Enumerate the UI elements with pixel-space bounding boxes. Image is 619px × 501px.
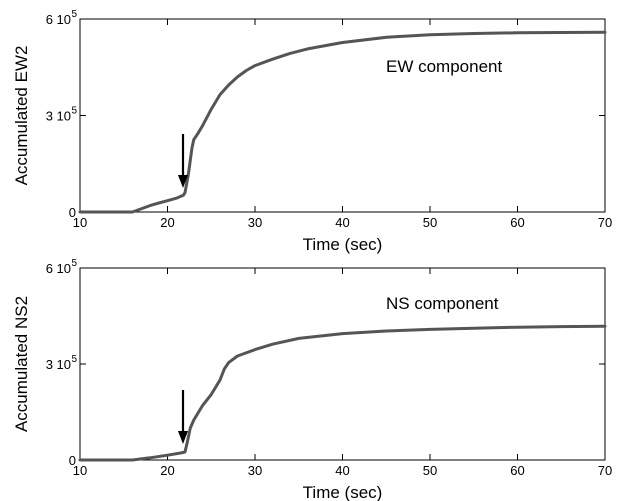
x-tick-label: 70: [598, 463, 612, 478]
x-tick-label: 50: [423, 463, 437, 478]
onset-arrow-head: [178, 175, 188, 188]
x-tick-label: 30: [248, 215, 262, 230]
onset-arrow-head: [178, 431, 188, 444]
x-axis-label: Time (sec): [303, 483, 383, 501]
y-tick-label: 0: [69, 453, 76, 468]
x-tick-label: 60: [510, 463, 524, 478]
y-tick-base: 3 10: [46, 109, 71, 124]
plot-frame: [79, 267, 606, 461]
y-tick-base: 0: [69, 453, 76, 468]
x-tick-label: 10: [73, 463, 87, 478]
x-tick-label: 10: [73, 215, 87, 230]
y-tick-label: 6 10: [46, 12, 71, 27]
y-tick-exponent: 5: [71, 9, 77, 20]
series-line-1: [78, 30, 607, 214]
y-axis-label: Accumulated NS2: [12, 296, 31, 432]
x-tick-label: 50: [423, 215, 437, 230]
y-tick-base: 6 10: [46, 261, 71, 276]
x-tick-label: 30: [248, 463, 262, 478]
component-annotation: NS component: [386, 294, 499, 313]
x-tick-label: 60: [510, 215, 524, 230]
series-line-1: [78, 324, 607, 462]
plot-frame: [79, 18, 606, 213]
y-tick-label: 0: [69, 205, 76, 220]
x-tick-label: 40: [335, 463, 349, 478]
y-axis-label: Accumulated EW2: [12, 46, 31, 186]
x-axis-label: Time (sec): [303, 235, 383, 254]
y-tick-base: 6 10: [46, 12, 71, 27]
y-tick-exponent: 5: [71, 354, 77, 365]
component-annotation: EW component: [386, 57, 502, 76]
y-tick-exponent: 5: [71, 106, 77, 117]
x-tick-label: 20: [160, 215, 174, 230]
y-tick-base: 3 10: [46, 357, 71, 372]
x-tick-label: 70: [598, 215, 612, 230]
y-tick-label: 6 10: [46, 261, 71, 276]
x-tick-label: 40: [335, 215, 349, 230]
x-tick-label: 20: [160, 463, 174, 478]
y-tick-exponent: 5: [71, 258, 77, 269]
y-tick-base: 0: [69, 205, 76, 220]
y-tick-label: 3 10: [46, 357, 71, 372]
y-tick-label: 3 10: [46, 109, 71, 124]
